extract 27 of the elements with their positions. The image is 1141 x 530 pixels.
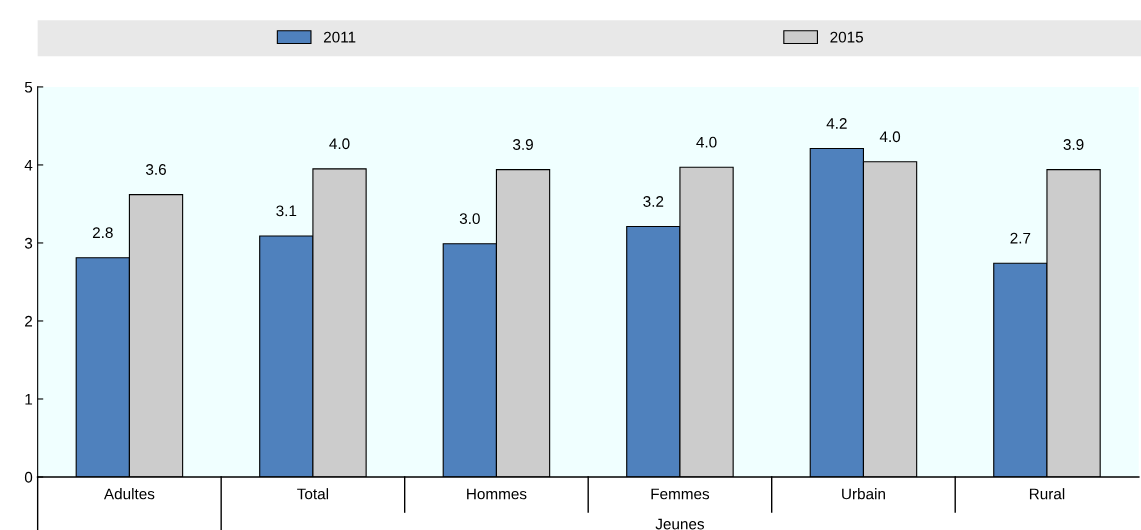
text: Jeunes bbox=[655, 518, 705, 530]
y-tick-label: 5 bbox=[24, 81, 33, 93]
x-tick-label: Femmes bbox=[651, 488, 710, 500]
y-tick-label: 0 bbox=[24, 471, 33, 483]
legend-label: 2015 bbox=[830, 31, 864, 43]
y-tick-label: 2 bbox=[25, 315, 33, 327]
x-tick-label: Urbain bbox=[842, 488, 885, 500]
x-tick-label: Rural bbox=[1029, 488, 1065, 500]
data-label: 4.0 bbox=[329, 138, 350, 150]
x-tick-label: Hommes bbox=[467, 488, 527, 500]
x-tick-label: Total bbox=[297, 488, 329, 500]
legend-label: 2011 bbox=[323, 31, 356, 43]
data-label: 3.1 bbox=[276, 205, 297, 217]
data-label: 3.9 bbox=[1063, 139, 1084, 150]
data-label: 4.0 bbox=[879, 131, 901, 143]
data-label: 3.0 bbox=[459, 213, 480, 225]
data-label: 3.9 bbox=[513, 139, 533, 150]
data-label: 2.7 bbox=[1010, 232, 1031, 244]
data-label: 4.0 bbox=[696, 136, 717, 148]
x-tick-label: Adultes bbox=[103, 488, 155, 500]
y-tick-label: 3 bbox=[24, 237, 33, 249]
data-label: 3.6 bbox=[145, 164, 166, 175]
y-tick-label: 4 bbox=[24, 159, 33, 171]
data-label: 2.8 bbox=[92, 227, 113, 239]
data-label: 4.2 bbox=[826, 118, 847, 129]
data-label: 3.2 bbox=[643, 196, 664, 207]
y-tick-label: 1 bbox=[25, 394, 33, 405]
